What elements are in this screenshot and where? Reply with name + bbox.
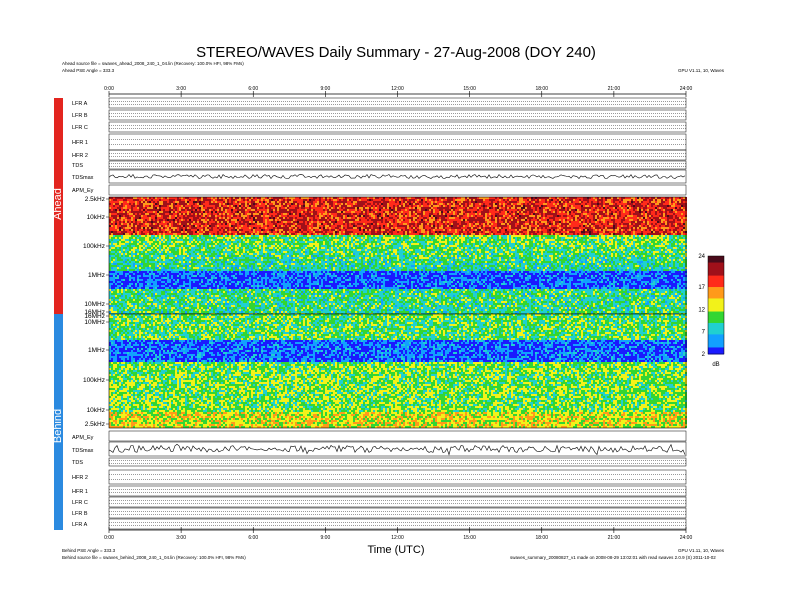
behind-tdsmax-frame	[109, 442, 686, 456]
ahead-apm-frame	[109, 185, 686, 195]
ahead-row-0-frame	[109, 98, 686, 108]
top-time-tick-label: 12:00	[391, 86, 404, 92]
behind-row-1-label: HFR 2	[72, 475, 88, 481]
ahead-row-2-label: LFR C	[72, 125, 88, 131]
ahead-freq-label: 10kHz	[87, 214, 105, 221]
ahead-row-0-label: LFR A	[72, 101, 88, 107]
ahead-row-1-label: LFR B	[72, 113, 88, 119]
behind-row-2-label: HFR 1	[72, 489, 88, 495]
bottom-time-tick-label: 6:00	[248, 535, 258, 541]
behind-row-0-label: TDS	[72, 460, 83, 466]
top-time-tick-label: 24:00	[680, 86, 693, 92]
behind-row-2-frame	[109, 486, 686, 496]
colorbar-tick-label: 17	[698, 285, 705, 291]
colorbar-tick-label: 12	[698, 307, 705, 313]
colorbar-unit: dB	[712, 362, 719, 368]
ahead-freq-label: 1MHz	[88, 272, 105, 279]
top-time-tick-label: 21:00	[608, 86, 621, 92]
behind-row-0-frame	[109, 458, 686, 466]
ahead-tdsmax-label: TDSmax	[72, 175, 94, 181]
behind-pse-angle: Behind PSE Angle = 333.3	[62, 548, 115, 553]
ahead-row-5-label: TDS	[72, 163, 83, 169]
bottom-time-tick-label: 15:00	[463, 535, 476, 541]
top-time-tick-label: 18:00	[535, 86, 548, 92]
behind-apm-label: APM_Ey	[72, 435, 94, 441]
ahead-row-5-frame	[109, 161, 686, 169]
behind-row-4-label: LFR B	[72, 511, 88, 517]
behind-tdsmax-trace	[109, 444, 685, 454]
behind-freq-label: 10MHz	[84, 319, 105, 326]
ahead-spectrogram	[109, 197, 687, 315]
behind-spectrogram	[109, 314, 687, 428]
top-time-tick-label: 6:00	[248, 86, 258, 92]
bottom-right-note: GPU V1.11, 10, Waves	[678, 548, 724, 553]
bottom-time-tick-label: 9:00	[321, 535, 331, 541]
top-time-tick-label: 15:00	[463, 86, 476, 92]
top-time-tick-label: 9:00	[321, 86, 331, 92]
behind-row-3-label: LFR C	[72, 500, 88, 506]
behind-apm-frame	[109, 431, 686, 441]
colorbar-tick-label: 7	[702, 330, 706, 336]
top-time-tick-label: 3:00	[176, 86, 186, 92]
ahead-row-4-frame	[109, 150, 686, 160]
behind-row-5-label: LFR A	[72, 522, 88, 528]
behind-freq-label: 10kHz	[87, 407, 105, 414]
ahead-freq-label: 2.5kHz	[85, 196, 105, 203]
ahead-apm-label: APM_Ey	[72, 188, 94, 194]
ahead-row-3-label: HFR 1	[72, 140, 88, 146]
ahead-freq-label: 10MHz	[84, 301, 105, 308]
bottom-time-tick-label: 18:00	[535, 535, 548, 541]
ahead-row-2-frame	[109, 122, 686, 132]
bottom-time-tick-label: 0:00	[104, 535, 114, 541]
behind-freq-label: 2.5kHz	[85, 421, 105, 428]
behind-row-3-frame	[109, 497, 686, 507]
ahead-row-4-label: HFR 2	[72, 153, 88, 159]
colorbar-tick-label: 24	[698, 254, 705, 260]
bottom-time-tick-label: 24:00	[680, 535, 693, 541]
ahead-tdsmax-trace	[109, 175, 685, 179]
ahead-row-1-frame	[109, 110, 686, 120]
bottom-time-tick-label: 21:00	[608, 535, 621, 541]
behind-freq-label: 100kHz	[83, 377, 105, 384]
ahead-row-3-frame	[109, 134, 686, 150]
behind-row-4-frame	[109, 508, 686, 518]
bottom-time-tick-label: 3:00	[176, 535, 186, 541]
behind-tdsmax-label: TDSmax	[72, 448, 94, 454]
bottom-time-tick-label: 12:00	[391, 535, 404, 541]
top-time-tick-label: 0:00	[104, 86, 114, 92]
behind-source-file: Behind source file = swaves_behind_2008_…	[62, 555, 246, 560]
behind-row-1-frame	[109, 470, 686, 484]
behind-freq-label: 1MHz	[88, 347, 105, 354]
colorbar	[708, 256, 724, 355]
ahead-freq-label: 100kHz	[83, 243, 105, 250]
bottom-right-file: swaves_summary_20080827_v1 made on 2008-…	[510, 555, 716, 560]
colorbar-tick-label: 2	[702, 352, 706, 358]
